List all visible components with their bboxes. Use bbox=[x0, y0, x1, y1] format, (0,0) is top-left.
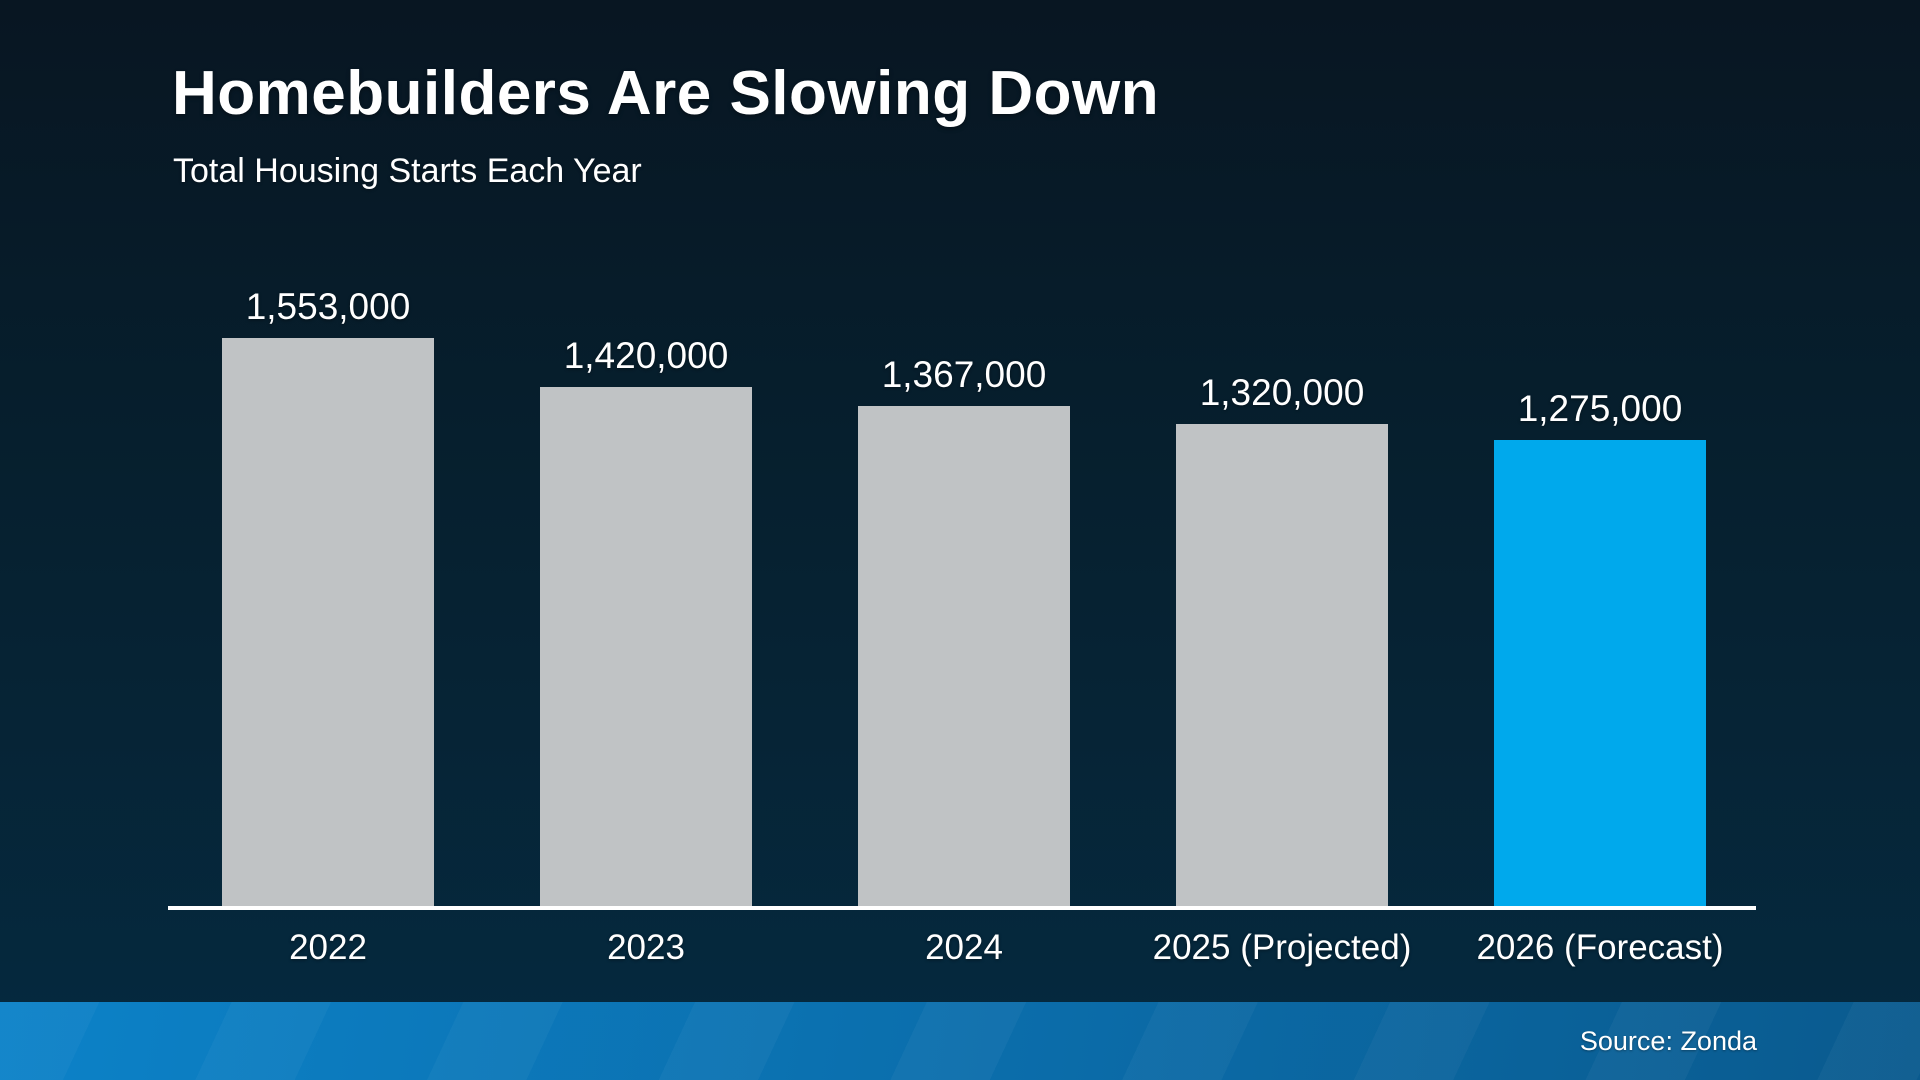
source-credit: Source: Zonda bbox=[1579, 1025, 1757, 1056]
bar-value-label: 1,320,000 bbox=[1199, 372, 1365, 413]
x-axis-label: 2024 bbox=[925, 928, 1003, 967]
x-axis-label: 2023 bbox=[607, 928, 685, 967]
bar-2025-projected bbox=[1176, 424, 1388, 908]
x-axis-label: 2025 (Projected) bbox=[1152, 928, 1412, 967]
bar-value-label: 1,367,000 bbox=[881, 354, 1047, 395]
bar-2022 bbox=[222, 338, 434, 908]
chart-title: Homebuilders Are Slowing Down bbox=[172, 59, 1160, 128]
bar-value-label: 1,553,000 bbox=[245, 286, 411, 327]
bar-2026-forecast bbox=[1494, 440, 1706, 908]
chart-subtitle: Total Housing Starts Each Year bbox=[173, 152, 642, 190]
bar-2023 bbox=[540, 387, 752, 908]
bar-2024 bbox=[858, 406, 1070, 908]
bar-value-label: 1,275,000 bbox=[1517, 388, 1683, 429]
x-axis-label: 2022 bbox=[289, 928, 367, 967]
footer-bar: Source: Zonda bbox=[0, 1002, 1920, 1080]
bar-value-label: 1,420,000 bbox=[563, 335, 729, 376]
x-axis-label: 2026 (Forecast) bbox=[1476, 928, 1724, 967]
x-axis-line bbox=[168, 906, 1756, 910]
